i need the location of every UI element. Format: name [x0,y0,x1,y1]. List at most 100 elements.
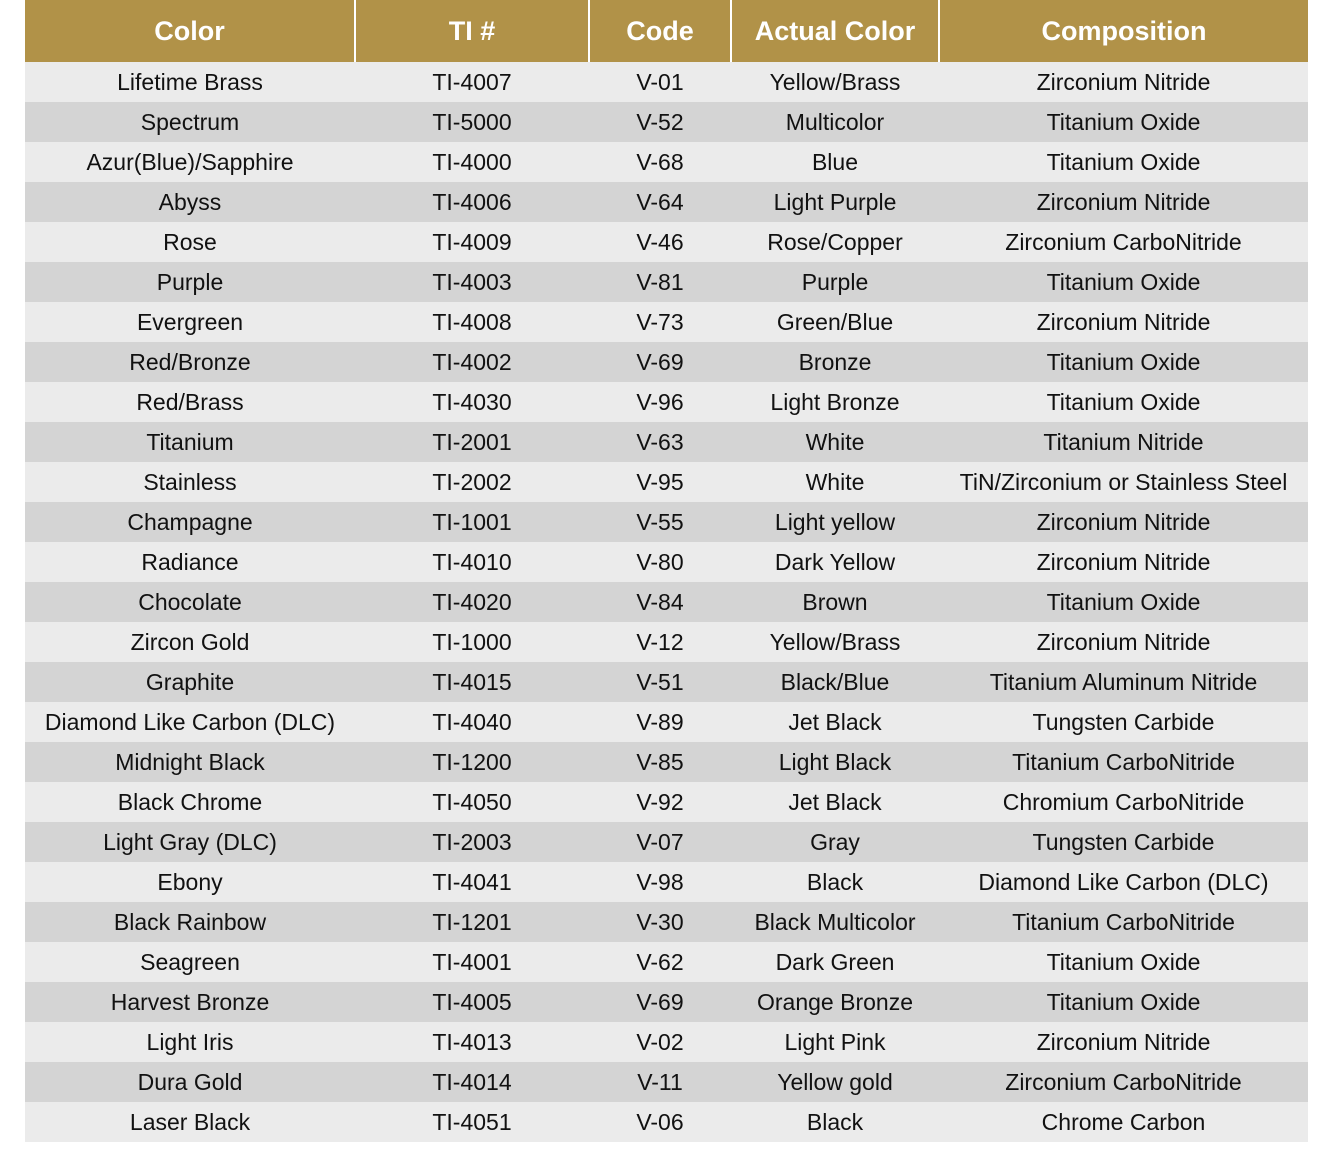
cell-ti-number: TI-4003 [355,262,589,302]
cell-composition: Zirconium Nitride [939,502,1308,542]
table-row: Midnight Black TI-1200 V-85 Light Black Tita… [25,742,1308,782]
header-row: Color TI # Code Actual Color Composition [25,0,1308,62]
cell-actual-color: Black [731,862,939,902]
cell-actual-color: Gray [731,822,939,862]
cell-code: V-64 [589,182,731,222]
cell-composition: Titanium CarboNitride [939,742,1308,782]
cell-ti-number: TI-1201 [355,902,589,942]
cell-color: Azur(Blue)/Sapphire [25,142,355,182]
cell-code: V-96 [589,382,731,422]
cell-code: V-46 [589,222,731,262]
cell-code: V-98 [589,862,731,902]
cell-composition: Titanium CarboNitride [939,902,1308,942]
cell-ti-number: TI-4013 [355,1022,589,1062]
header-color: Color [25,0,356,62]
cell-ti-number: TI-4014 [355,1062,589,1102]
table-row: Zircon Gold TI-1000 V-12 Yellow/Brass Zircon… [25,622,1308,662]
cell-code: V-02 [589,1022,731,1062]
table-row: Black Rainbow TI-1201 V-30 Black Multicolor… [25,902,1308,942]
cell-color: Zircon Gold [25,622,355,662]
cell-actual-color: Orange Bronze [731,982,939,1022]
cell-ti-number: TI-4041 [355,862,589,902]
cell-ti-number: TI-4002 [355,342,589,382]
cell-actual-color: Jet Black [731,702,939,742]
table-row: Azur(Blue)/Sapphire TI-4000 V-68 Blue Titani… [25,142,1308,182]
cell-actual-color: Black/Blue [731,662,939,702]
cell-code: V-52 [589,102,731,142]
cell-actual-color: Jet Black [731,782,939,822]
cell-ti-number: TI-4010 [355,542,589,582]
cell-color: Black Rainbow [25,902,355,942]
cell-color: Radiance [25,542,355,582]
cell-code: V-80 [589,542,731,582]
table-body: Lifetime Brass TI-4007 V-01 Yellow/Brass Zir… [25,62,1308,1142]
cell-color: Purple [25,262,355,302]
cell-ti-number: TI-4008 [355,302,589,342]
cell-composition: Tungsten Carbide [939,702,1308,742]
cell-ti-number: TI-4009 [355,222,589,262]
cell-color: Midnight Black [25,742,355,782]
cell-color: Rose [25,222,355,262]
table-row: Light Iris TI-4013 V-02 Light Pink Zirconium… [25,1022,1308,1062]
cell-actual-color: Light Black [731,742,939,782]
cell-code: V-73 [589,302,731,342]
table-row: Diamond Like Carbon (DLC) TI-4040 V-89 Jet … [25,702,1308,742]
cell-code: V-51 [589,662,731,702]
cell-actual-color: Green/Blue [731,302,939,342]
cell-ti-number: TI-4051 [355,1102,589,1142]
cell-code: V-63 [589,422,731,462]
table-row: Lifetime Brass TI-4007 V-01 Yellow/Brass Zir… [25,62,1308,102]
cell-code: V-30 [589,902,731,942]
table-row: Black Chrome TI-4050 V-92 Jet Black Chromium… [25,782,1308,822]
table-row: Chocolate TI-4020 V-84 Brown Titanium Oxide [25,582,1308,622]
cell-composition: Titanium Oxide [939,142,1308,182]
table-row: Champagne TI-1001 V-55 Light yellow Zirconiu… [25,502,1308,542]
cell-actual-color: Black Multicolor [731,902,939,942]
cell-code: V-69 [589,342,731,382]
cell-color: Spectrum [25,102,355,142]
cell-composition: Zirconium Nitride [939,182,1308,222]
table-row: Red/Bronze TI-4002 V-69 Bronze Titanium Oxid… [25,342,1308,382]
table-row: Seagreen TI-4001 V-62 Dark Green Titanium Ox… [25,942,1308,982]
cell-composition: Titanium Oxide [939,582,1308,622]
cell-actual-color: Light Pink [731,1022,939,1062]
cell-composition: Diamond Like Carbon (DLC) [939,862,1308,902]
cell-ti-number: TI-4050 [355,782,589,822]
cell-ti-number: TI-4020 [355,582,589,622]
cell-ti-number: TI-4030 [355,382,589,422]
table-row: Abyss TI-4006 V-64 Light Purple Zirconium Ni… [25,182,1308,222]
cell-actual-color: Yellow/Brass [731,62,939,102]
cell-color: Black Chrome [25,782,355,822]
cell-composition: Zirconium Nitride [939,542,1308,582]
cell-composition: Chrome Carbon [939,1102,1308,1142]
cell-color: Light Gray (DLC) [25,822,355,862]
table-row: Purple TI-4003 V-81 Purple Titanium Oxide [25,262,1308,302]
cell-code: V-01 [589,62,731,102]
table-row: Laser Black TI-4051 V-06 Black Chrome Carbon [25,1102,1308,1142]
cell-color: Stainless [25,462,355,502]
cell-composition: Titanium Aluminum Nitride [939,662,1308,702]
cell-color: Evergreen [25,302,355,342]
cell-composition: Zirconium Nitride [939,1022,1308,1062]
cell-actual-color: Brown [731,582,939,622]
cell-code: V-85 [589,742,731,782]
cell-color: Titanium [25,422,355,462]
cell-actual-color: Yellow/Brass [731,622,939,662]
cell-composition: Zirconium Nitride [939,622,1308,662]
cell-color: Light Iris [25,1022,355,1062]
finish-color-table: Color TI # Code Actual Color Composition… [25,0,1308,1142]
header-actual-color: Actual Color [731,0,940,62]
cell-composition: Titanium Oxide [939,342,1308,382]
cell-actual-color: Dark Yellow [731,542,939,582]
table-row: Rose TI-4009 V-46 Rose/Copper Zirconium Carb… [25,222,1308,262]
cell-composition: Titanium Oxide [939,262,1308,302]
cell-actual-color: Multicolor [731,102,939,142]
cell-actual-color: Light yellow [731,502,939,542]
cell-composition: TiN/Zirconium or Stainless Steel [939,462,1308,502]
table-row: Ebony TI-4041 V-98 Black Diamond Like Carbon… [25,862,1308,902]
cell-composition: Zirconium Nitride [939,62,1308,102]
header-ti-number: TI # [355,0,590,62]
cell-actual-color: Rose/Copper [731,222,939,262]
cell-ti-number: TI-2001 [355,422,589,462]
cell-actual-color: White [731,462,939,502]
